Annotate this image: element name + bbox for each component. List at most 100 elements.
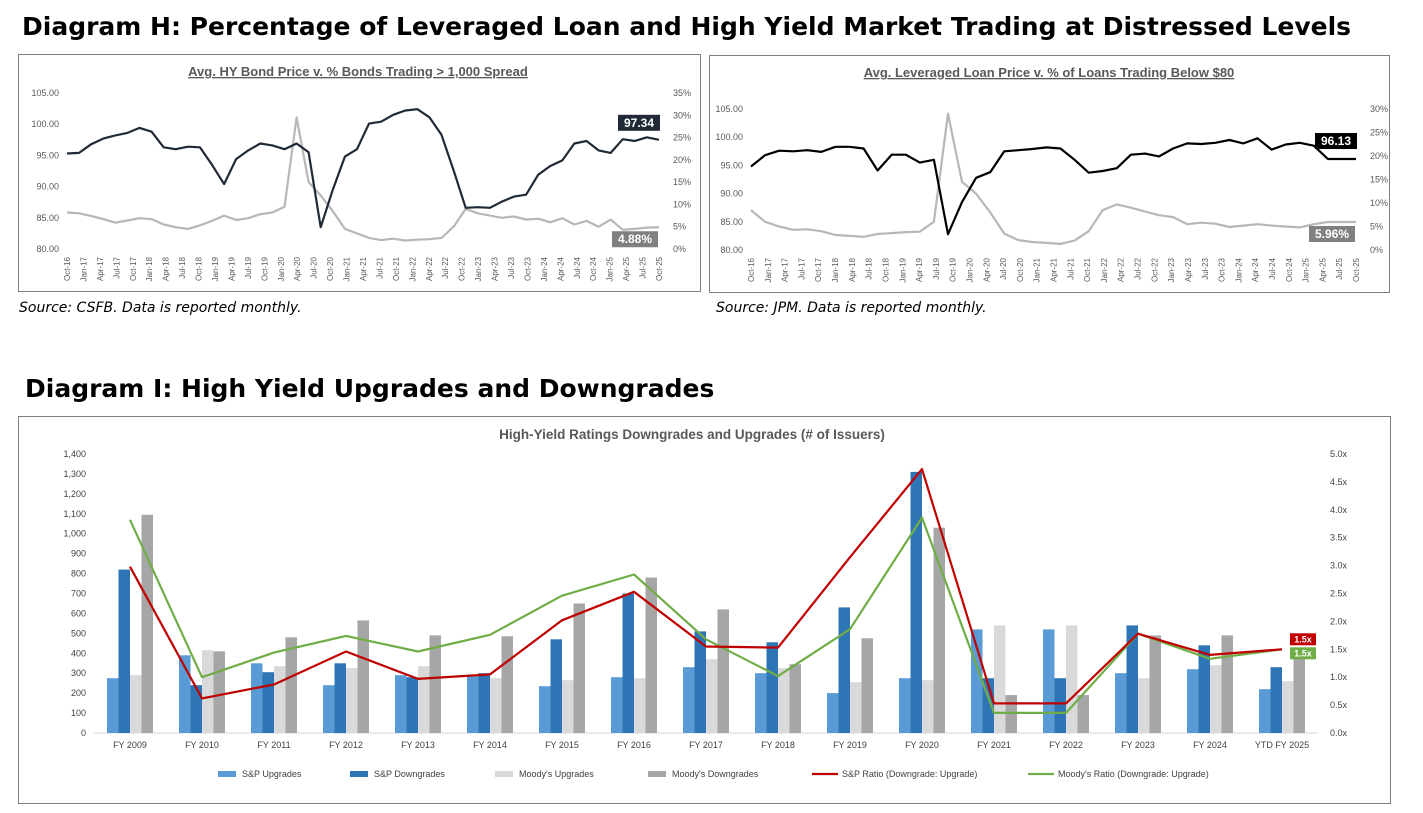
sp-upgrades-bar — [107, 678, 119, 733]
hy-source-note: Source: CSFB. Data is reported monthly. — [19, 300, 302, 316]
moodys-upgrades-bar — [634, 678, 646, 733]
x-axis-tick: Jul-20 — [310, 256, 319, 278]
sp-upgrades-bar — [827, 693, 839, 733]
moodys-upgrades-bar — [274, 666, 286, 733]
right-axis-tick: 10% — [673, 199, 691, 209]
moodys-upgrades-legend-swatch — [495, 771, 513, 777]
x-axis-category: FY 2010 — [185, 740, 219, 750]
sp-upgrades-bar — [1115, 673, 1127, 733]
moodys-downgrades-bar — [717, 609, 729, 733]
left-axis-tick: 1,100 — [63, 509, 86, 519]
x-axis-tick: Jan-22 — [408, 256, 417, 281]
x-axis-tick: Apr-19 — [915, 257, 924, 282]
x-axis-category: FY 2022 — [1049, 740, 1083, 750]
x-axis-category: FY 2012 — [329, 740, 363, 750]
right-axis-tick: 5% — [1370, 222, 1383, 232]
x-axis-tick: Oct-22 — [1150, 257, 1159, 282]
x-axis-tick: Oct-17 — [129, 256, 138, 281]
x-axis-category: FY 2009 — [113, 740, 147, 750]
left-axis-tick: 85.00 — [36, 213, 59, 223]
pct-label-box — [612, 231, 658, 248]
loan-chart: Avg. Leveraged Loan Price v. % of Loans … — [709, 55, 1390, 293]
sp-ratio-end-label-box — [1290, 633, 1316, 646]
x-axis-tick: Oct-23 — [523, 256, 532, 281]
x-axis-tick: Jul-21 — [375, 256, 384, 278]
x-axis-tick: Jan-23 — [474, 256, 483, 281]
x-axis-tick: Jan-25 — [1302, 257, 1311, 282]
right-axis-tick: 1.5x — [1330, 644, 1348, 654]
left-axis-tick: 400 — [71, 648, 86, 658]
sp-ratio-line — [129, 468, 1283, 705]
x-axis-tick: Oct-22 — [458, 256, 467, 281]
x-axis-tick: Apr-24 — [556, 256, 565, 281]
left-axis-tick: 90.00 — [36, 182, 59, 192]
loan-chart-panel: Avg. Leveraged Loan Price v. % of Loans … — [709, 55, 1390, 298]
sp-downgrades-bar — [406, 677, 418, 733]
chart-border — [18, 54, 701, 292]
pct-distressed-line — [750, 112, 1356, 245]
left-axis-tick: 1,300 — [63, 469, 86, 479]
moodys-upgrades-bar — [994, 625, 1006, 733]
sp-downgrades-bar — [478, 673, 490, 733]
moodys-downgrades-bar — [357, 620, 369, 733]
x-axis-tick: Jul-22 — [441, 256, 450, 278]
avg-price-line — [750, 137, 1356, 236]
left-axis-tick: 80.00 — [720, 245, 743, 255]
sp-ratio-legend-label: S&P Ratio (Downgrade: Upgrade) — [842, 769, 977, 779]
moodys-upgrades-bar — [1282, 681, 1294, 733]
sp-ratio-end-label: 1.5x — [1294, 634, 1312, 644]
moodys-downgrades-bar — [1005, 695, 1017, 733]
moodys-downgrades-bar — [285, 637, 297, 733]
price-label-box — [1315, 133, 1357, 150]
x-axis-category: FY 2019 — [833, 740, 867, 750]
x-axis-category: FY 2020 — [905, 740, 939, 750]
avg-price-line — [66, 108, 660, 229]
sp-downgrades-bar — [694, 631, 706, 733]
x-axis-tick: Jul-23 — [1201, 257, 1210, 279]
right-axis-tick: 25% — [673, 133, 691, 143]
x-axis-tick: Apr-17 — [96, 256, 105, 281]
chart-border — [18, 416, 1391, 804]
chart-title: Avg. HY Bond Price v. % Bonds Trading > … — [188, 64, 528, 79]
pct-label-box — [1309, 225, 1355, 242]
left-axis-tick: 90.00 — [720, 189, 743, 199]
moodys-downgrades-legend-label: Moody's Downgrades — [672, 769, 759, 779]
right-axis-tick: 3.0x — [1330, 561, 1348, 571]
x-axis-tick: Jul-17 — [797, 257, 806, 279]
ratings-chart: High-Yield Ratings Downgrades and Upgrad… — [18, 416, 1391, 804]
x-axis-tick: Apr-25 — [622, 256, 631, 281]
moodys-downgrades-bar — [1077, 695, 1089, 733]
moodys-upgrades-bar — [706, 659, 718, 733]
x-axis-tick: Jul-24 — [1268, 257, 1277, 279]
diagram-i-heading: Diagram I: High Yield Upgrades and Downg… — [25, 374, 715, 403]
x-axis-tick: Jul-21 — [1066, 257, 1075, 279]
right-axis-tick: 5% — [673, 222, 686, 232]
x-axis-tick: Jan-18 — [145, 256, 154, 281]
sp-upgrades-legend-label: S&P Upgrades — [242, 769, 302, 779]
x-axis-tick: Jan-19 — [898, 257, 907, 282]
moodys-upgrades-bar — [850, 682, 862, 733]
moodys-upgrades-bar — [778, 668, 790, 733]
moodys-upgrades-bar — [490, 678, 502, 733]
x-axis-category: FY 2021 — [977, 740, 1011, 750]
sp-upgrades-bar — [755, 673, 767, 733]
right-axis-tick: 25% — [1370, 128, 1388, 138]
right-axis-tick: 30% — [1370, 104, 1388, 114]
x-axis-tick: Oct-19 — [260, 256, 269, 281]
left-axis-tick: 85.00 — [720, 217, 743, 227]
x-axis-category: FY 2023 — [1121, 740, 1155, 750]
sp-upgrades-bar — [611, 677, 623, 733]
moodys-downgrades-legend-swatch — [648, 771, 666, 777]
moodys-downgrades-bar — [213, 651, 225, 733]
moodys-downgrades-bar — [1149, 635, 1161, 733]
moodys-upgrades-bar — [1210, 665, 1222, 733]
right-axis-tick: 3.5x — [1330, 533, 1348, 543]
right-axis-tick: 0% — [673, 244, 686, 254]
moodys-upgrades-bar — [130, 675, 142, 733]
left-axis-tick: 800 — [71, 569, 86, 579]
left-axis-tick: 100 — [71, 708, 86, 718]
left-axis-tick: 100.00 — [31, 119, 59, 129]
sp-upgrades-bar — [323, 685, 335, 733]
right-axis-tick: 10% — [1370, 198, 1388, 208]
sp-downgrades-legend-label: S&P Downgrades — [374, 769, 445, 779]
